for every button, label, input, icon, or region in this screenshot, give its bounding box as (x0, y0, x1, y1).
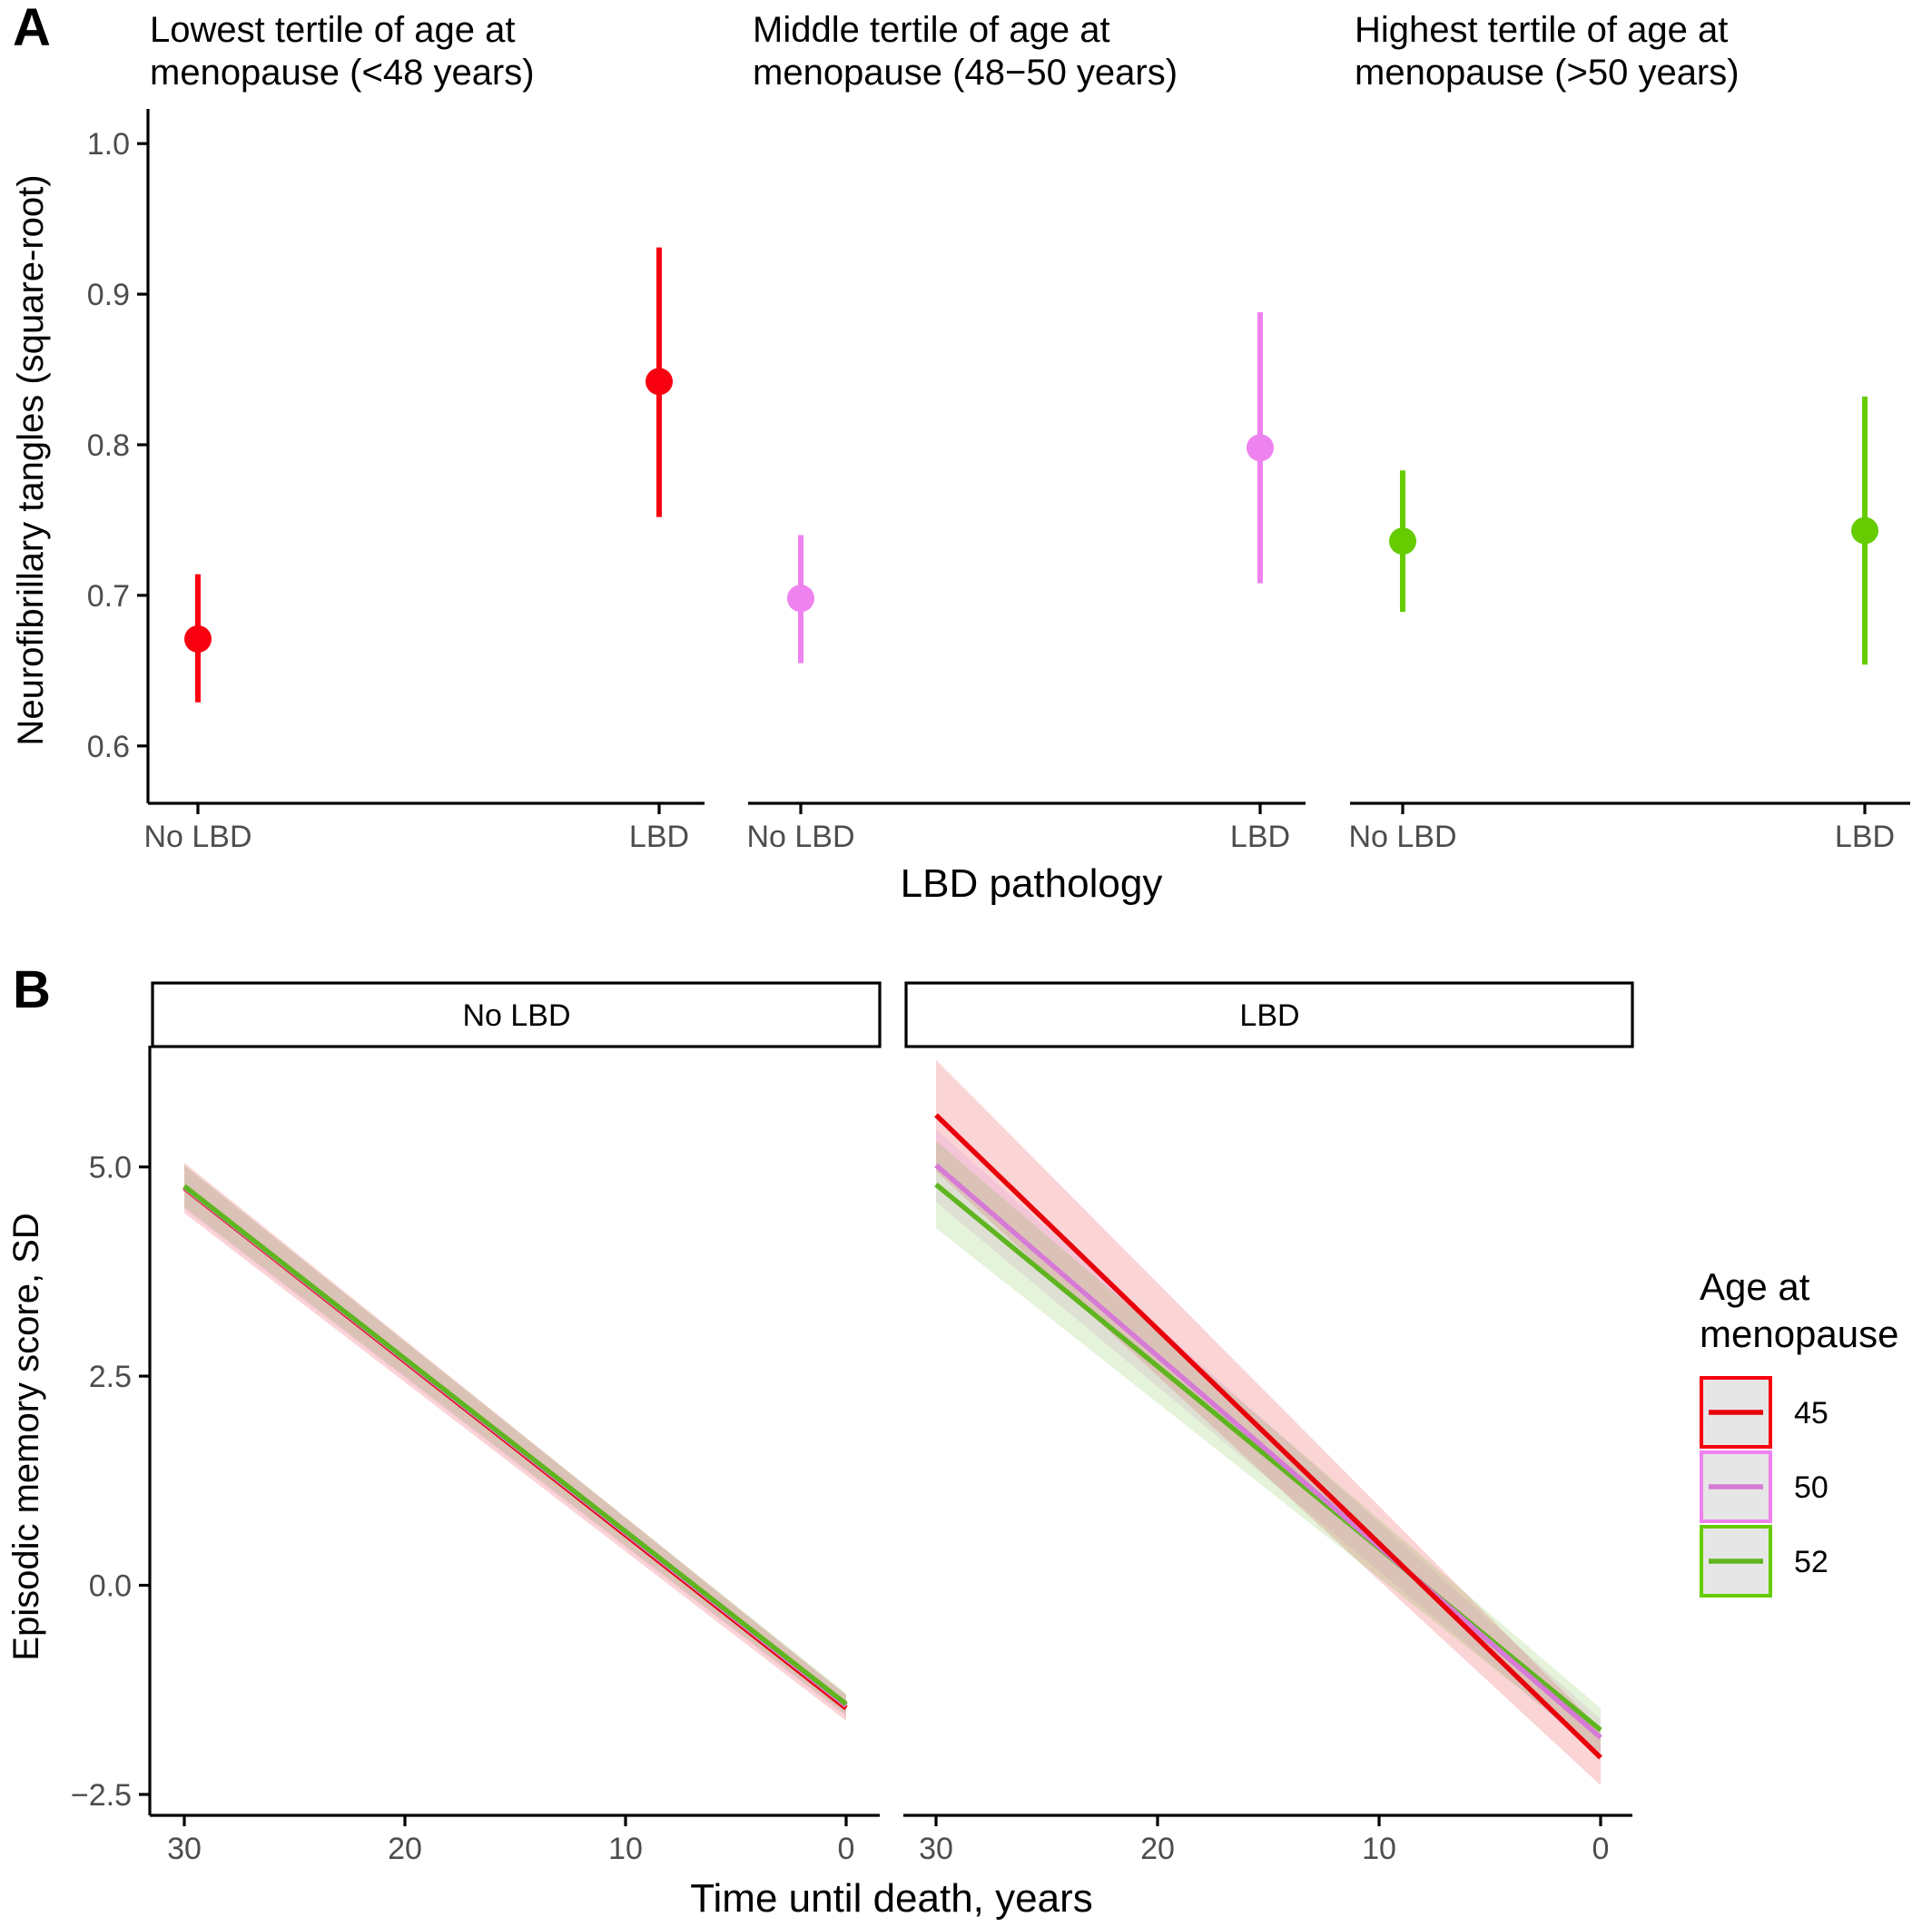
point-estimate (787, 585, 814, 613)
trend-line-52 (182, 1184, 848, 1706)
panel-b-y-tick-label: 0.0 (89, 1569, 132, 1604)
panel-b-x-tick-label: 10 (1362, 1832, 1396, 1866)
panel-a-x-tick-label: No LBD (1348, 820, 1456, 854)
panel-b-strip-box (151, 981, 882, 1048)
trend-line-52 (934, 1182, 1602, 1733)
legend-key-label-50: 50 (1794, 1470, 1828, 1505)
panel-b-facets: 5.0 2.5 0.0 −2.5 No LBD 30 20 10 0 LBD 30 20 10 0 (71, 981, 1634, 1866)
panel-b-x-tick-label: 10 (608, 1832, 643, 1866)
panel-b-facet-1: No LBD 30 20 10 0 (150, 981, 882, 1866)
panel-b-strip-title: LBD (1239, 998, 1299, 1033)
panel-b-y-tick-label: 5.0 (89, 1151, 132, 1185)
panel-a-facet-title-line: menopause (>50 years) (1355, 53, 1740, 93)
panel-label-b: B (13, 960, 51, 1019)
panel-a-x-tick-label: LBD (1230, 820, 1290, 854)
panel-a-y-tick-label: 1.0 (87, 127, 130, 162)
panel-a-x-axis-label: LBD pathology (901, 861, 1163, 906)
legend-key-label-52: 52 (1794, 1545, 1828, 1579)
point-estimate (1851, 516, 1878, 545)
panel-a-x-tick-label: No LBD (746, 820, 854, 854)
panel-a-facet-title-line: Middle tertile of age at (753, 10, 1110, 50)
panel-a-y-tick-label: 0.7 (87, 579, 130, 614)
panel-a-y-axis-label: Neurofibrillary tangles (square-root) (11, 174, 51, 745)
point-estimate (184, 625, 212, 654)
panel-b-strip-box (904, 981, 1634, 1048)
panel-b-y-tick-label: 2.5 (89, 1360, 132, 1394)
legend-key-label-45: 45 (1794, 1396, 1828, 1431)
trend-line-45 (934, 1113, 1602, 1760)
point-estimate (646, 368, 673, 396)
legend-keys: 45 50 52 (1700, 1376, 1828, 1598)
confidence-band-45 (936, 1059, 1601, 1785)
panel-b-x-axis-label: Time until death, years (690, 1876, 1092, 1921)
panel-b-x-tick-label: 20 (1140, 1832, 1175, 1866)
panel-a-y-tick-label: 0.8 (87, 428, 130, 463)
panel-b-x-tick-label: 30 (919, 1832, 953, 1866)
panel-a: A Neurofibrillary tangles (square-root) … (11, 0, 1910, 906)
legend-title-line-2: menopause (1700, 1313, 1899, 1355)
panel-a-x-tick-label: LBD (629, 820, 689, 854)
panel-b-x-tick-label: 0 (1592, 1832, 1610, 1866)
panel-b-strip-title: No LBD (462, 998, 570, 1033)
legend: Age at menopause 45 50 52 (1700, 1265, 1899, 1598)
panel-a-facet-title-line: Highest tertile of age at (1355, 10, 1728, 50)
panel-a-facet-title-line: menopause (<48 years) (150, 53, 535, 93)
panel-label-a: A (13, 0, 51, 57)
panel-b-x-tick-label: 20 (388, 1832, 422, 1866)
panel-a-facet-title-line: Lowest tertile of age at (150, 10, 515, 50)
point-estimate (1247, 434, 1274, 462)
panel-a-facet-title-line: menopause (48−50 years) (753, 53, 1178, 93)
panel-a-y-tick-label: 0.9 (87, 278, 130, 312)
panel-b-y-tick-label: −2.5 (71, 1778, 132, 1813)
panel-a-y-tick-label: 0.6 (87, 730, 130, 764)
panel-b-y-axis-label: Episodic memory score, SD (6, 1213, 46, 1660)
legend-title-line-1: Age at (1700, 1265, 1810, 1308)
panel-a-x-tick-label: LBD (1835, 820, 1895, 854)
panel-b: B Episodic memory score, SD Time until d… (6, 960, 1899, 1921)
panel-a-x-tick-label: No LBD (143, 820, 251, 854)
panel-b-x-tick-label: 0 (838, 1832, 855, 1866)
panel-b-x-tick-label: 30 (167, 1832, 202, 1866)
panel-b-facet-2: LBD 30 20 10 0 (903, 981, 1634, 1866)
point-estimate (1389, 527, 1416, 555)
trend-line-50 (934, 1163, 1602, 1740)
